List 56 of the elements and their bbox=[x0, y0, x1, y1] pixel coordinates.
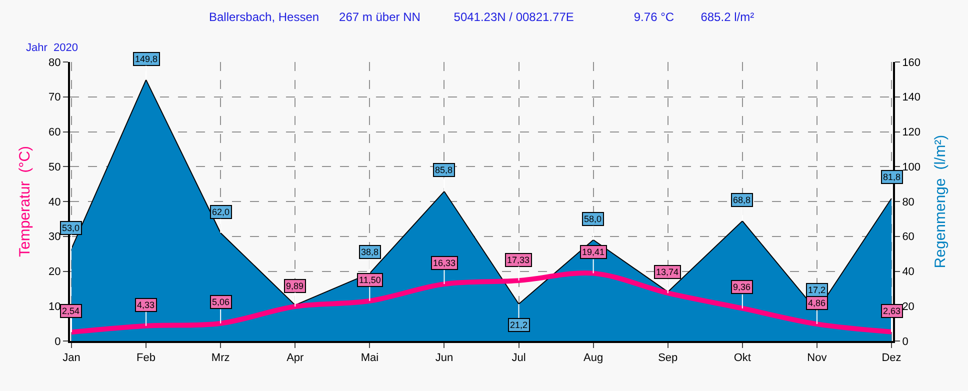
data-label: 62,0 bbox=[212, 207, 230, 217]
chart-title: Ballersbach, Hessen 267 m über NN 5041.23N / 00821.77E 9.76 °C 685.2 l/m² bbox=[209, 10, 754, 24]
y-tick-label: 0 bbox=[54, 336, 61, 348]
data-label: 2,54 bbox=[62, 306, 80, 316]
y-tick-label: 30 bbox=[48, 231, 61, 244]
data-label: 4,33 bbox=[137, 300, 155, 310]
x-tick-label: Nov bbox=[807, 352, 828, 364]
data-label: 149,8 bbox=[135, 54, 158, 64]
x-tick-label: Jan bbox=[62, 352, 80, 364]
y2-tick-label: 20 bbox=[902, 300, 914, 313]
y-tick-label: 10 bbox=[48, 300, 61, 313]
y2-tick-label: 40 bbox=[902, 266, 914, 278]
x-tick-label: Apr bbox=[286, 352, 304, 364]
data-label: 2,63 bbox=[883, 306, 901, 316]
y-tick-label: 60 bbox=[48, 126, 61, 139]
data-label: 53,0 bbox=[62, 223, 80, 233]
x-tick-label: Feb bbox=[136, 352, 156, 364]
data-label: 16,33 bbox=[433, 258, 456, 268]
data-label: 68,8 bbox=[733, 195, 751, 205]
x-tick-label: Jun bbox=[435, 352, 454, 364]
y2-tick-label: 60 bbox=[902, 231, 914, 244]
y2-tick-label: 160 bbox=[902, 56, 921, 69]
data-label: 13,74 bbox=[656, 267, 679, 277]
data-label: 85,8 bbox=[435, 165, 453, 175]
data-label: 58,0 bbox=[584, 214, 602, 224]
data-label: 19,41 bbox=[582, 247, 605, 257]
y2-axis-title: Regenmenge (l/m²) bbox=[932, 134, 950, 268]
y2-tick-label: 80 bbox=[902, 196, 914, 208]
data-label: 21,2 bbox=[510, 320, 528, 330]
y2-tick-label: 140 bbox=[902, 92, 921, 104]
y-tick-label: 20 bbox=[48, 266, 61, 278]
x-tick-label: Okt bbox=[734, 352, 751, 364]
y-tick-label: 40 bbox=[48, 196, 61, 208]
x-tick-label: Aug bbox=[584, 352, 604, 364]
y2-tick-label: 0 bbox=[902, 336, 908, 348]
x-tick-label: Mrz bbox=[211, 352, 230, 364]
y-tick-label: 80 bbox=[48, 56, 61, 69]
data-label: 5,06 bbox=[212, 297, 230, 307]
data-label: 38,8 bbox=[361, 247, 379, 257]
data-label: 11,50 bbox=[359, 275, 381, 285]
x-tick-label: Dez bbox=[882, 352, 902, 364]
x-tick-label: Jul bbox=[512, 352, 526, 364]
data-label: 9,89 bbox=[286, 281, 304, 291]
data-label: 9,36 bbox=[733, 282, 751, 292]
y-axis-title: Temperatur (°C) bbox=[16, 146, 34, 258]
data-label: 81,8 bbox=[883, 172, 901, 182]
x-tick-label: Sep bbox=[658, 352, 678, 364]
y-tick-label: 70 bbox=[48, 92, 61, 104]
y2-tick-label: 100 bbox=[902, 161, 921, 174]
chart-subtitle: Jahr 2020 bbox=[26, 42, 78, 54]
data-label: 17,2 bbox=[808, 285, 826, 295]
data-label: 17,33 bbox=[507, 255, 530, 265]
data-label: 4,86 bbox=[808, 298, 826, 308]
x-tick-label: Mai bbox=[360, 352, 379, 364]
y2-tick-label: 120 bbox=[902, 126, 921, 139]
y-tick-label: 50 bbox=[48, 161, 61, 174]
